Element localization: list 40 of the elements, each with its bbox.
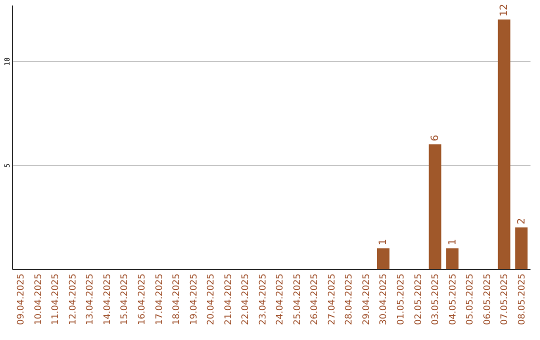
x-tick-label: 28.04.2025 [344, 274, 355, 326]
x-tick-label: 04.05.2025 [448, 274, 458, 326]
x-tick-label: 05.05.2025 [466, 274, 476, 326]
x-tick-label: 25.04.2025 [292, 274, 303, 326]
x-tick-label: 14.04.2025 [102, 274, 113, 326]
x-tick-label: 19.04.2025 [189, 274, 200, 326]
x-tick-label: 23.04.2025 [258, 274, 268, 326]
x-tick-label: 10.04.2025 [34, 274, 44, 326]
bar [446, 248, 459, 269]
data-label: 1 [378, 238, 390, 246]
x-tick-label: 15.04.2025 [120, 274, 130, 326]
bar [515, 227, 528, 269]
data-label: 12 [499, 4, 510, 17]
x-tick-label: 02.05.2025 [414, 274, 424, 326]
x-tick-label: 06.05.2025 [482, 274, 493, 326]
x-tick-label: 01.05.2025 [396, 274, 406, 326]
x-tick-label: 13.04.2025 [86, 274, 96, 326]
x-tick-label: 18.04.2025 [172, 274, 182, 326]
x-tick-label: 26.04.2025 [310, 274, 320, 326]
x-tick-label: 24.04.2025 [276, 274, 286, 326]
data-label: 6 [430, 134, 442, 142]
x-tick-label: 09.04.2025 [16, 274, 27, 326]
x-tick-label: 27.04.2025 [327, 274, 338, 326]
x-tick-label: 22.04.2025 [241, 274, 252, 326]
data-label: 1 [447, 238, 458, 246]
x-tick-label: 03.05.2025 [431, 274, 442, 326]
x-tick-label: 30.04.2025 [379, 274, 390, 326]
x-tick-label: 20.04.2025 [206, 274, 217, 326]
bar [428, 144, 442, 269]
x-tick-label: 12.04.2025 [68, 274, 78, 326]
x-tick-label: 21.04.2025 [224, 274, 234, 326]
x-tick-label: 08.05.2025 [517, 274, 528, 326]
bar [498, 20, 510, 269]
x-tick-label: 11.04.2025 [51, 274, 62, 326]
x-tick-label: 17.04.2025 [154, 274, 165, 326]
x-tick-label: 07.05.2025 [500, 274, 510, 326]
x-tick-label: 29.04.2025 [362, 274, 372, 326]
bar [377, 248, 390, 269]
x-tick-label: 16.04.2025 [138, 274, 148, 326]
data-label: 2 [516, 218, 528, 224]
